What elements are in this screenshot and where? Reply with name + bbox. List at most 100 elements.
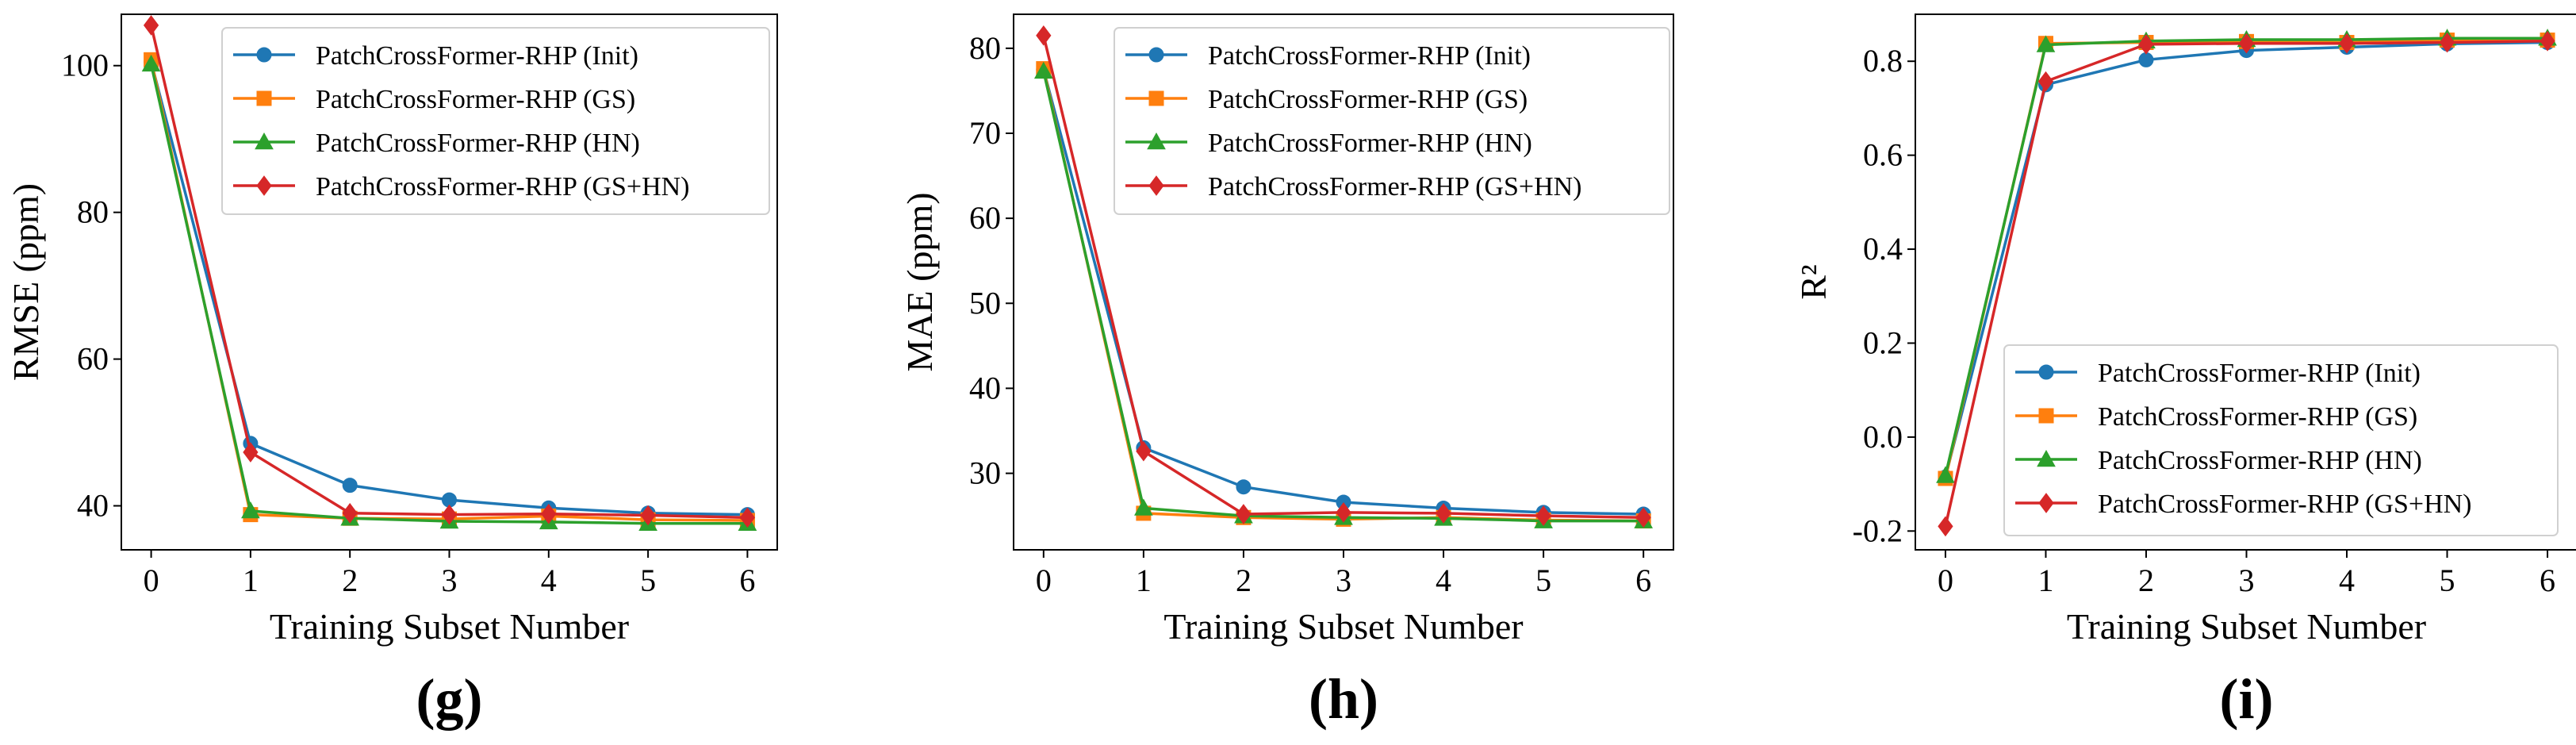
legend-box <box>221 27 770 215</box>
data-point <box>2540 30 2555 52</box>
legend-label: PatchCrossFormer-RHP (GS) <box>1208 85 1528 114</box>
data-point <box>243 442 259 463</box>
x-tick-label: 1 <box>243 563 259 598</box>
x-tick-label: 5 <box>640 563 656 598</box>
data-point <box>1136 440 1152 462</box>
data-point <box>541 503 557 524</box>
x-tick-label: 6 <box>2540 563 2555 598</box>
data-point <box>342 502 358 524</box>
y-tick-label: 80 <box>969 30 1001 66</box>
data-point <box>1036 25 1052 46</box>
legend-label: PatchCrossFormer-RHP (Init) <box>316 41 638 71</box>
legend-swatch-marker <box>2038 493 2054 513</box>
legend: PatchCrossFormer-RHP (Init) PatchCrossFor… <box>221 27 770 215</box>
data-point <box>1635 507 1651 528</box>
x-tick-label: 0 <box>144 563 159 598</box>
y-tick-label: 70 <box>969 115 1001 151</box>
x-tick-label: 4 <box>1436 563 1451 598</box>
series-4 <box>1036 25 1651 528</box>
x-tick-label: 2 <box>1236 563 1252 598</box>
data-point <box>143 15 159 36</box>
data-point <box>1134 498 1153 516</box>
x-tick-label: 1 <box>1136 563 1152 598</box>
legend-swatch-marker <box>2038 364 2054 380</box>
x-tick-label: 2 <box>342 563 358 598</box>
x-tick-label: 2 <box>2138 563 2154 598</box>
chart-panel-1: 0 1 2 3 4 5 6 40 60 80 100 Training Subset Number RM… <box>6 13 778 731</box>
legend-swatch-marker <box>256 47 272 63</box>
x-tick-label: 6 <box>739 563 755 598</box>
legend-label: PatchCrossFormer-RHP (HN) <box>1208 129 1532 158</box>
data-point <box>739 507 756 528</box>
legend-swatch-marker <box>256 175 272 196</box>
data-point <box>441 504 458 525</box>
legend-swatch-marker <box>256 90 272 106</box>
series-4 <box>143 15 756 528</box>
y-tick-label: 40 <box>77 488 109 524</box>
legend-swatch-marker <box>2038 408 2054 424</box>
x-tick-label: 3 <box>442 563 458 598</box>
data-point <box>640 505 656 526</box>
x-tick-label: 0 <box>1938 563 1953 598</box>
y-tick-label: 50 <box>969 285 1001 321</box>
y-tick-label: 60 <box>969 200 1001 236</box>
data-point <box>141 54 161 72</box>
panel-label: (g) <box>416 667 483 731</box>
chart-panel-3: 0 1 2 3 4 5 6 -0.2 0.0 0.2 0.4 0.6 0.8 Training Subse… <box>1793 13 2576 731</box>
data-point <box>1236 504 1252 524</box>
y-tick-label: 100 <box>61 48 109 83</box>
data-point <box>1938 516 1953 537</box>
chart-panel-2: 0 1 2 3 4 5 6 30 40 50 60 70 80 Training Subset Numbe… <box>899 13 1674 731</box>
x-tick-label: 5 <box>2440 563 2455 598</box>
data-point <box>1936 466 1955 483</box>
data-point <box>1033 61 1053 79</box>
legend-label: PatchCrossFormer-RHP (HN) <box>316 129 640 158</box>
x-axis-label: Training Subset Number <box>1163 606 1523 647</box>
y-tick-label: -0.2 <box>1853 513 1903 548</box>
y-axis-label: MAE (ppm) <box>899 192 940 371</box>
legend-label: PatchCrossFormer-RHP (GS) <box>316 85 635 114</box>
panel-label: (i) <box>2220 667 2274 731</box>
data-point <box>241 501 260 519</box>
legend-box <box>1114 27 1670 215</box>
data-point <box>2138 52 2154 67</box>
legend-swatch-marker <box>1148 175 1164 196</box>
x-tick-label: 5 <box>1535 563 1551 598</box>
data-point <box>1535 505 1551 526</box>
data-point <box>2036 35 2056 52</box>
x-tick-label: 1 <box>2037 563 2053 598</box>
y-tick-label: 0.0 <box>1863 419 1903 455</box>
legend-swatch-marker <box>255 132 274 150</box>
data-point <box>2339 33 2355 54</box>
x-tick-label: 6 <box>1635 563 1651 598</box>
data-point <box>2439 32 2455 53</box>
legend-label: PatchCrossFormer-RHP (Init) <box>1208 41 1531 71</box>
x-axis-label: Training Subset Number <box>2067 606 2426 647</box>
data-point <box>1236 479 1252 495</box>
series-4 <box>1938 30 2555 537</box>
data-point <box>2238 33 2255 54</box>
x-tick-label: 4 <box>2339 563 2355 598</box>
y-axis-label: R² <box>1793 264 1834 299</box>
data-point <box>1436 503 1451 524</box>
legend-swatch-marker <box>2037 449 2056 467</box>
legend-label: PatchCrossFormer-RHP (GS) <box>2098 402 2417 432</box>
legend-label: PatchCrossFormer-RHP (GS+HN) <box>316 172 690 202</box>
y-tick-label: 0.6 <box>1863 137 1903 173</box>
y-tick-label: 0.2 <box>1863 324 1903 360</box>
legend-label: PatchCrossFormer-RHP (Init) <box>2098 359 2421 388</box>
data-point <box>342 478 358 493</box>
y-tick-label: 40 <box>969 370 1001 405</box>
x-tick-label: 0 <box>1036 563 1052 598</box>
y-tick-label: 0.8 <box>1863 43 1903 79</box>
y-axis-label: RMSE (ppm) <box>6 183 46 381</box>
legend-swatch-marker <box>1147 132 1166 150</box>
panel-label: (h) <box>1309 667 1378 731</box>
legend: PatchCrossFormer-RHP (Init) PatchCrossFor… <box>1114 27 1670 215</box>
legend-label: PatchCrossFormer-RHP (GS+HN) <box>2098 490 2472 519</box>
legend-label: PatchCrossFormer-RHP (GS+HN) <box>1208 172 1582 202</box>
x-tick-label: 3 <box>2239 563 2255 598</box>
legend-box <box>2003 344 2559 536</box>
x-axis-label: Training Subset Number <box>270 606 629 647</box>
data-point <box>2138 34 2154 55</box>
